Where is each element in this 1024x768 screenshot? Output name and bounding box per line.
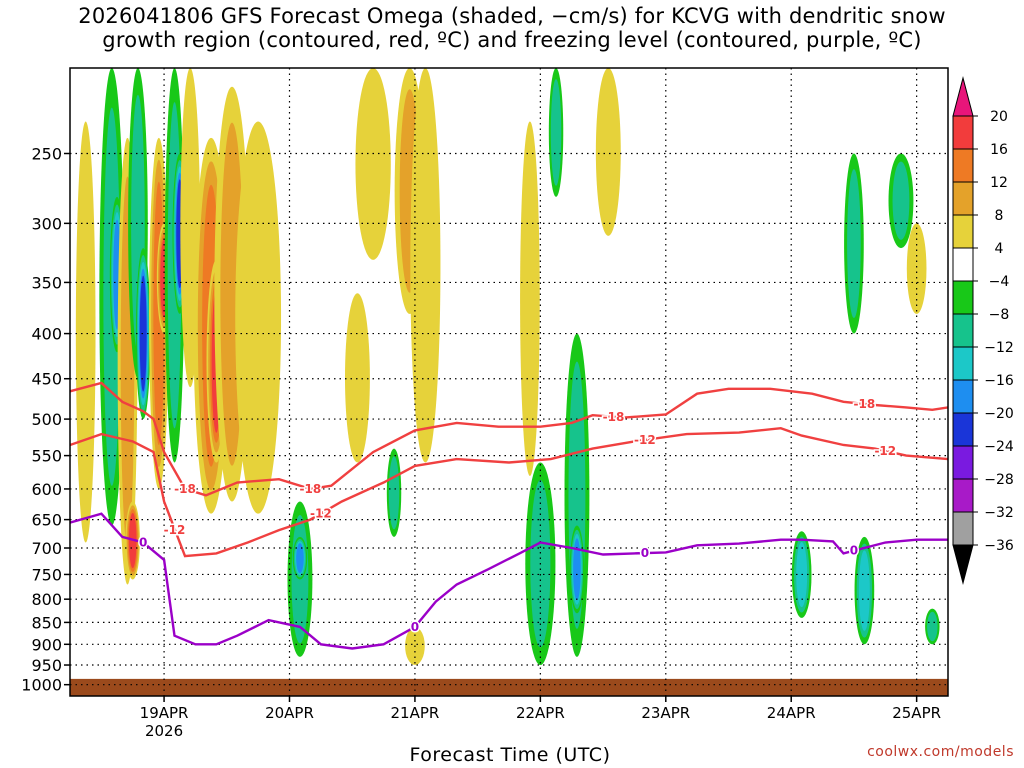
omega-cell-32-band-2 [858,550,870,631]
omega-cell-33-band-1 [892,161,910,240]
y-tick-label-800: 800 [31,590,62,609]
colorbar-label-3: 8 [995,208,1004,224]
y-tick-label-350: 350 [31,273,62,292]
y-tick-label-450: 450 [31,370,62,389]
omega-cell-19-band-0 [355,68,391,260]
colorbar-bottom-arrow [952,544,974,585]
y-tick-label-500: 500 [31,410,62,429]
chart-title: 2026041806 GFS Forecast Omega (shaded, −… [0,4,1024,52]
omega-cell-0-band-0 [75,121,96,543]
ground-surface [70,678,948,696]
omega-cell-18-band-0 [344,293,370,463]
colorbar-label-11: −28 [984,472,1014,488]
y-tick-label-550: 550 [31,447,62,466]
colorbar-label-10: −24 [984,439,1014,455]
colorbar-swatch-4 [952,214,974,249]
x-tick-label-20APR: 20APR [265,704,314,722]
plot-grid [70,68,948,696]
x-tick-sublabel-19APR: 2026 [145,722,183,740]
y-tick-label-600: 600 [31,480,62,499]
omega-cell-15-band-0 [235,121,282,514]
colorbar-swatch-1 [952,115,974,150]
contour-label--18-1: -18 [300,482,322,496]
contour-label--12-2: -12 [634,433,656,447]
omega-cell-6-band-4 [139,275,147,392]
credit-link[interactable]: coolwx.com/models [867,744,1014,760]
contour-label--12-0: -12 [164,523,186,537]
colorbar-swatch-6 [952,280,974,315]
omega-cell-29-band-0 [595,68,621,236]
omega-cell-22-band-1 [388,456,400,530]
omega-cell-31-band-1 [847,169,861,319]
colorbar-swatch-10 [952,412,974,447]
contour-layer: -18 -18 -18 -18 -12 -12 -12 -12 0 0 0 0 [70,381,948,650]
colorbar-label-2: 12 [990,175,1008,191]
ground-layer [70,678,948,696]
omega-cell-28-band-3 [573,538,581,601]
colorbar-swatch-9 [952,379,974,414]
y-tick-label-1000: 1000 [21,676,62,695]
colorbar-label-4: 4 [995,241,1004,257]
y-tick-label-650: 650 [31,511,62,530]
omega-shading [75,68,940,666]
x-tick-label-24APR: 24APR [767,704,816,722]
x-tick-label-25APR: 25APR [892,704,941,722]
colorbar-label-8: −16 [984,373,1014,389]
x-tick-label-23APR: 23APR [641,704,690,722]
contour-line--18-0 [70,381,948,497]
colorbar-label-13: −36 [984,538,1014,554]
y-tick-label-950: 950 [31,656,62,675]
y-tick-label-750: 750 [31,565,62,584]
contour-line-0-2 [70,512,948,650]
colorbar-label-9: −20 [984,406,1014,422]
contour-label--18-0: -18 [174,482,196,496]
contour-line--12-1 [70,426,948,558]
x-tick-label-21APR: 21APR [391,704,440,722]
colorbar-swatch-5 [952,247,974,282]
x-tick-label-22APR: 22APR [516,704,565,722]
y-tick-label-300: 300 [31,214,62,233]
y-tick-label-900: 900 [31,635,62,654]
chart-title-line-2: growth region (contoured, red, ºC) and f… [102,28,922,52]
omega-cell-35-band-1 [927,611,938,642]
plot-frame [69,67,949,697]
omega-cell-21-band-0 [410,68,441,463]
contour-label--18-2: -18 [603,410,625,424]
colorbar-label-7: −12 [984,340,1014,356]
x-axis-title: Forecast Time (UTC) [409,744,611,766]
colorbar-swatch-7 [952,313,974,348]
omega-cell-25-band-0 [520,121,540,476]
colorbar-swatch-11 [952,445,974,480]
contour-label-0-1: 0 [411,620,419,634]
colorbar-swatch-13 [952,511,974,546]
chart-title-line-1: 2026041806 GFS Forecast Omega (shaded, −… [78,4,946,28]
colorbar-swatch-3 [952,181,974,216]
contour-label-0-0: 0 [139,535,147,549]
axes: 250 300 350 400 450 500 550 600 650 700 750 800 850 9… [21,144,941,740]
colorbar-swatch-2 [952,148,974,183]
colorbar-top-arrow [952,76,974,117]
y-tick-label-250: 250 [31,144,62,163]
colorbar-label-0: 20 [990,109,1008,125]
y-tick-label-850: 850 [31,613,62,632]
colorbar-swatch-8 [952,346,974,381]
contour-label--12-1: -12 [310,507,332,521]
omega-cell-34-band-0 [906,223,927,314]
colorbar-label-6: −8 [989,307,1010,323]
contour-label--12-3: -12 [874,444,896,458]
colorbar: 20 16 12 8 4 −4 −8 −12 −16 −20 −24 −28 −32 −36 [952,76,1014,585]
colorbar-swatch-12 [952,478,974,513]
omega-cell-17-band-3 [296,543,304,574]
colorbar-label-5: −4 [989,274,1010,290]
omega-cell-26-band-1 [550,79,562,186]
colorbar-label-12: −32 [984,505,1014,521]
contour-label-0-3: 0 [850,544,858,558]
y-tick-label-400: 400 [31,325,62,344]
colorbar-label-1: 16 [990,142,1008,158]
contour-label--18-3: -18 [854,397,876,411]
contour-label-0-2: 0 [641,546,649,560]
x-tick-label-19APR: 19APR [140,704,189,722]
y-tick-label-700: 700 [31,539,62,558]
